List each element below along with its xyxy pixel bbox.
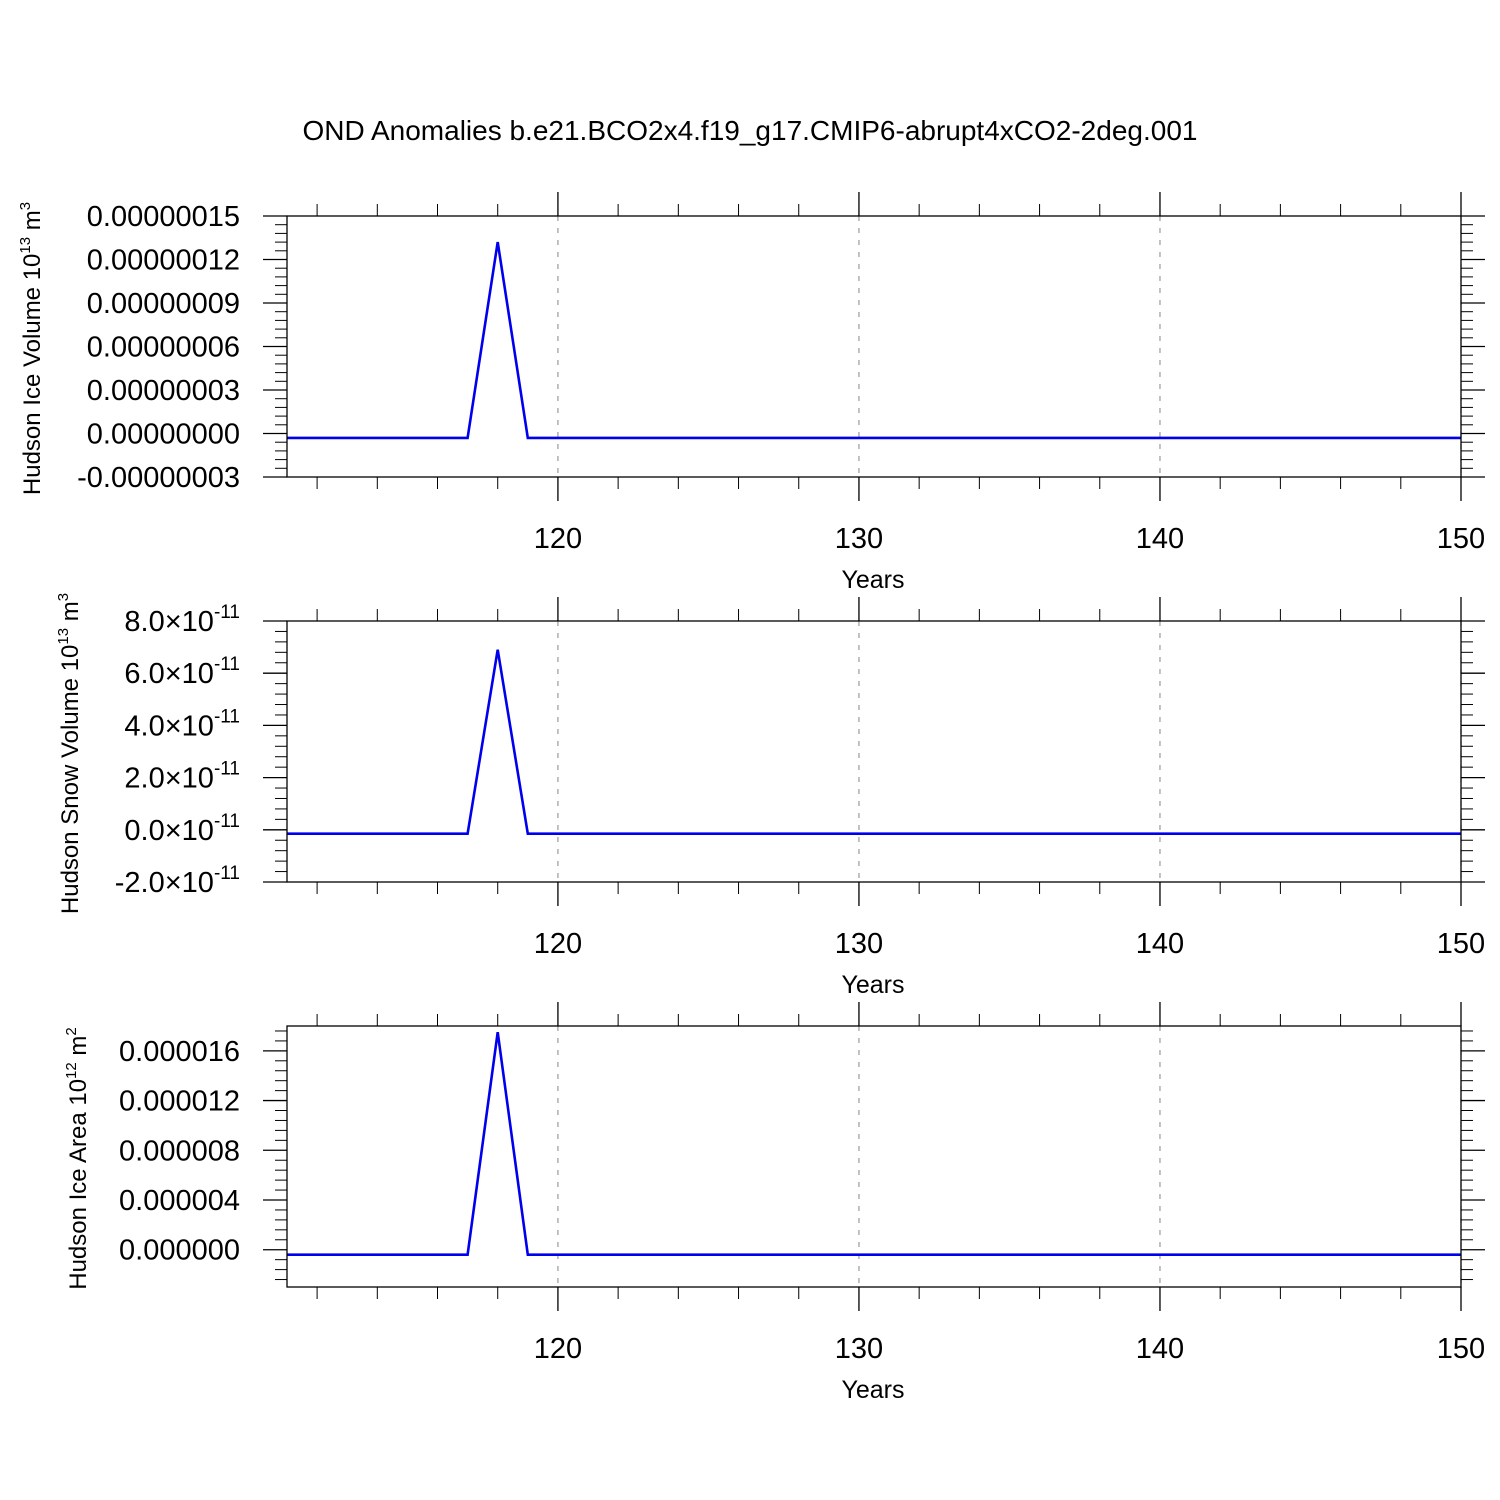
ice-area-panel: 120 130 140 150 0.000000 0.000004 0.000008 0.00… bbox=[63, 1002, 1485, 1404]
snow-volume-y-tick-label-0: -2.0×10-11 bbox=[115, 863, 240, 899]
snow-volume-x-tick-label-3: 150 bbox=[1437, 928, 1485, 960]
page-title: OND Anomalies b.e21.BCO2x4.f19_g17.CMIP6… bbox=[302, 115, 1198, 146]
ice-volume-x-tick-label-0: 120 bbox=[534, 523, 582, 555]
ice-area-y-axis-label: Hudson Ice Area 1012 m2 bbox=[63, 1027, 92, 1290]
snow-volume-x-axis-label: Years bbox=[841, 971, 904, 999]
snow-volume-y-axis-label: Hudson Snow Volume 1013 m3 bbox=[55, 593, 84, 914]
snow-volume-y-tick-label-2: 2.0×10-11 bbox=[124, 759, 240, 795]
ice-volume-y-tick-label-2: 0.00000003 bbox=[87, 375, 240, 407]
snow-volume-panel: 120 130 140 150 -2.0×10-11 0.0×10-11 2.0×10-11… bbox=[55, 593, 1485, 999]
ice-area-x-tick-label-1: 130 bbox=[835, 1333, 883, 1365]
ice-area-x-tick-label-2: 140 bbox=[1136, 1333, 1184, 1365]
ice-area-y-tick-label-1: 0.000004 bbox=[119, 1185, 240, 1217]
snow-volume-y-tick-label-3: 4.0×10-11 bbox=[124, 706, 240, 742]
ice-volume-x-tick-label-3: 150 bbox=[1437, 523, 1485, 555]
ice-volume-x-tick-label-2: 140 bbox=[1136, 523, 1184, 555]
snow-volume-x-tick-label-2: 140 bbox=[1136, 928, 1184, 960]
ice-area-y-tick-label-3: 0.000012 bbox=[119, 1086, 240, 1118]
ice-area-x-tick-label-0: 120 bbox=[534, 1333, 582, 1365]
ice-volume-y-tick-label-1: 0.00000000 bbox=[87, 419, 240, 451]
ice-volume-y-tick-label-3: 0.00000006 bbox=[87, 332, 240, 364]
ice-volume-x-axis-label: Years bbox=[841, 566, 904, 594]
ice-volume-series-line-0 bbox=[287, 241, 1461, 440]
ice-area-y-tick-label-4: 0.000016 bbox=[119, 1036, 240, 1068]
snow-volume-x-tick-label-0: 120 bbox=[534, 928, 582, 960]
ice-volume-plot-frame bbox=[286, 215, 1462, 478]
ice-volume-y-tick-label-4: 0.00000009 bbox=[87, 288, 240, 320]
ice-area-plot-frame bbox=[286, 1025, 1462, 1288]
ice-area-x-tick-label-3: 150 bbox=[1437, 1333, 1485, 1365]
ice-volume-y-tick-label-0: -0.00000003 bbox=[77, 462, 240, 494]
ice-volume-x-tick-label-1: 130 bbox=[835, 523, 883, 555]
snow-volume-plot-frame bbox=[286, 620, 1462, 883]
ice-area-y-tick-label-0: 0.000000 bbox=[119, 1235, 240, 1267]
snow-volume-y-tick-label-4: 6.0×10-11 bbox=[124, 654, 240, 690]
ice-volume-y-tick-label-5: 0.00000012 bbox=[87, 245, 240, 277]
ice-volume-y-axis-label: Hudson Ice Volume 1013 m3 bbox=[17, 202, 46, 495]
ice-area-series-line-0 bbox=[287, 1032, 1461, 1256]
ice-volume-panel: 120 130 140 150 -0.00000003 0.00000000 0.00000… bbox=[17, 192, 1485, 594]
snow-volume-x-tick-label-1: 130 bbox=[835, 928, 883, 960]
ice-volume-y-tick-label-6: 0.00000015 bbox=[87, 201, 240, 233]
snow-volume-y-tick-label-5: 8.0×10-11 bbox=[124, 602, 240, 638]
ice-area-y-tick-label-2: 0.000008 bbox=[119, 1135, 240, 1167]
ice-area-x-axis-label: Years bbox=[841, 1376, 904, 1404]
snow-volume-y-tick-label-1: 0.0×10-11 bbox=[124, 811, 240, 847]
snow-volume-series-line-0 bbox=[287, 649, 1461, 836]
